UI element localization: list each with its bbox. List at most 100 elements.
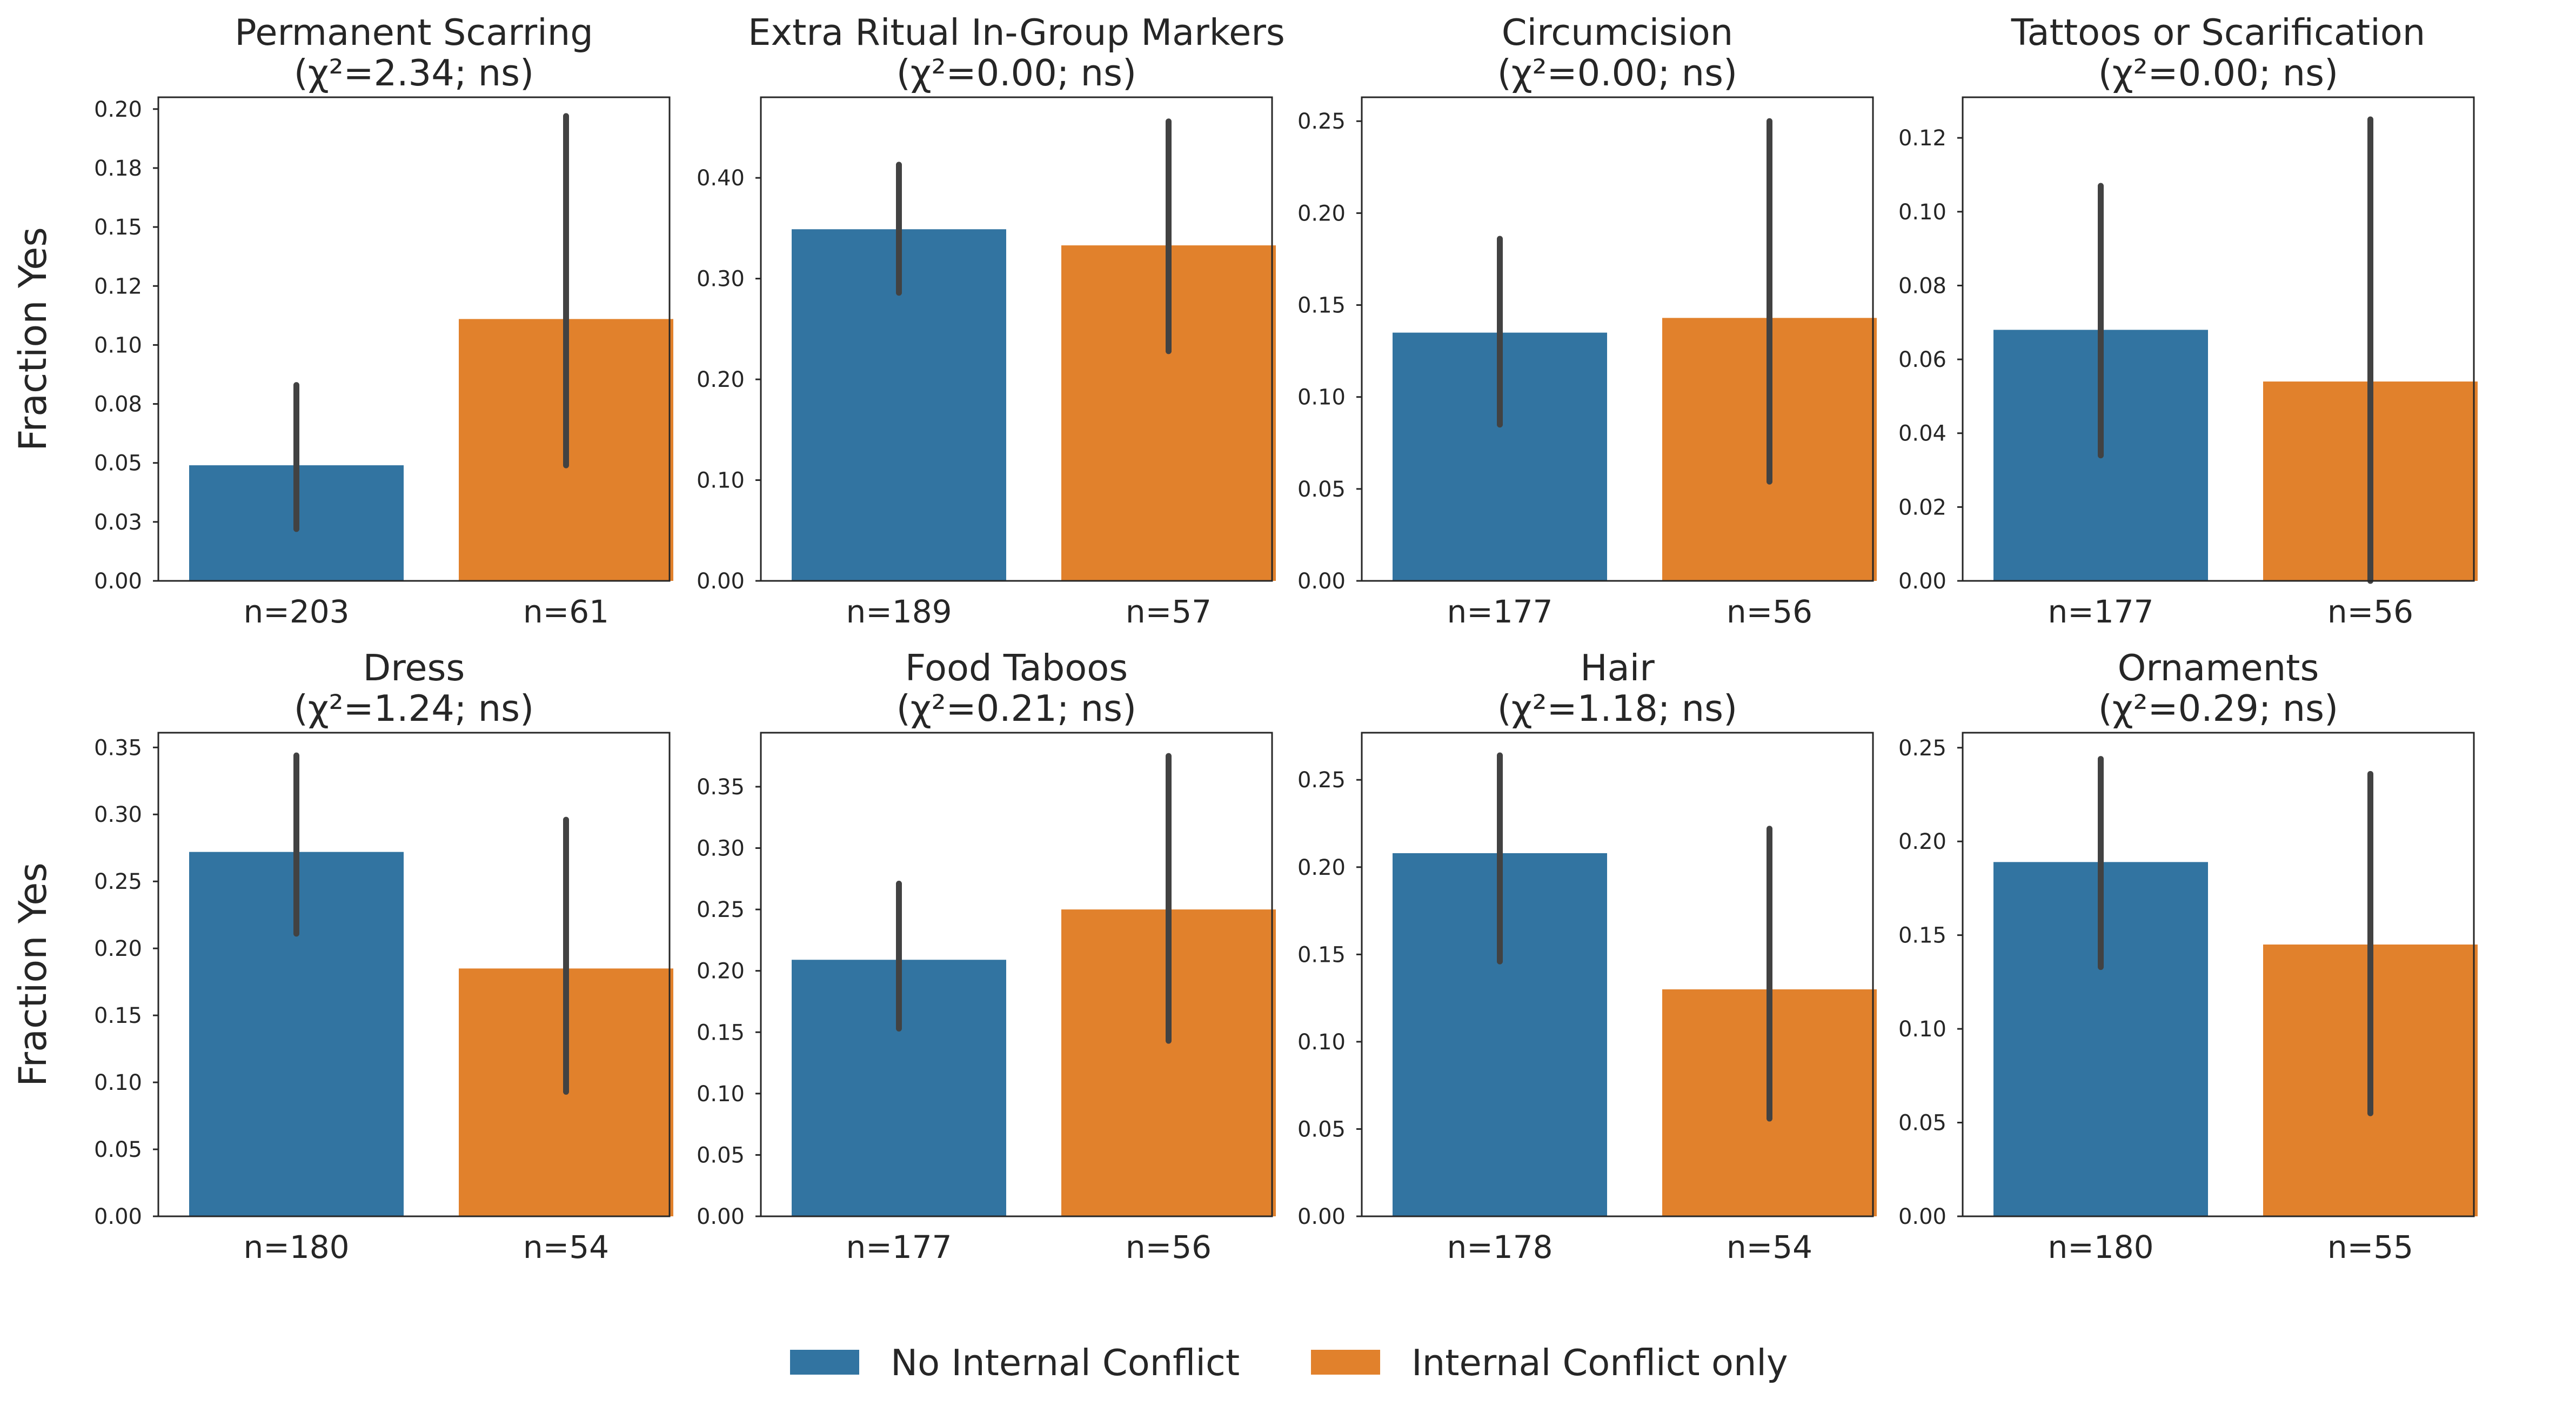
- x-tick-label: n=189: [846, 593, 952, 630]
- panel-dress: 0.00 0.05 0.10 0.15 0.20 0.25 0.30 0.35 n=180 n=5…: [11, 647, 673, 1265]
- legend-swatch-internal-conflict-only: [1311, 1350, 1380, 1375]
- y-tick-label: 0.20: [1297, 201, 1346, 226]
- x-tick-label: n=54: [523, 1229, 609, 1265]
- y-tick-label: 0.00: [1898, 569, 1946, 594]
- panel-ornaments: 0.00 0.05 0.10 0.15 0.20 0.25 n=180 n=55 Ornamen…: [1898, 647, 2478, 1265]
- y-tick-label: 0.05: [697, 1143, 745, 1168]
- y-tick-label: 0.05: [1297, 477, 1346, 502]
- y-tick-label: 0.20: [697, 367, 745, 392]
- y-tick-label: 0.10: [94, 333, 142, 358]
- x-tick-label: n=56: [1126, 1229, 1212, 1265]
- y-tick-label: 0.05: [1297, 1117, 1346, 1142]
- x-tick-label: n=180: [2048, 1229, 2153, 1265]
- panel-title: Permanent Scarring: [235, 11, 593, 53]
- y-tick-label: 0.25: [94, 869, 142, 894]
- y-tick-label: 0.00: [94, 1204, 142, 1229]
- panel-title: Ornaments: [2118, 647, 2319, 689]
- y-tick-label: 0.10: [1898, 200, 1946, 225]
- plot-frame: [1962, 96, 2475, 582]
- x-tick-label: n=177: [2048, 593, 2153, 630]
- x-tick-label: n=203: [243, 593, 349, 630]
- plot-frame: [157, 96, 671, 582]
- x-tick-label: n=56: [2327, 593, 2413, 630]
- x-tick-label: n=55: [2327, 1229, 2413, 1265]
- y-tick-label: 0.05: [94, 1137, 142, 1162]
- y-tick-label: 0.10: [697, 1082, 745, 1107]
- panel-title: Extra Ritual In-Group Markers: [748, 11, 1285, 53]
- y-tick-label: 0.15: [697, 1020, 745, 1045]
- y-tick-label: 0.30: [94, 802, 142, 827]
- y-tick-label: 0.20: [1297, 855, 1346, 880]
- y-tick-label: 0.30: [697, 267, 745, 292]
- panel-title: Dress: [363, 647, 465, 689]
- y-tick-label: 0.00: [1898, 1204, 1946, 1229]
- x-tick-label: n=61: [523, 593, 609, 630]
- y-tick-label: 0.25: [1297, 109, 1346, 134]
- y-tick-label: 0.00: [1297, 1204, 1346, 1229]
- legend-swatch-no-internal-conflict: [790, 1350, 859, 1375]
- panel-title: Hair: [1580, 647, 1655, 689]
- plot-frame: [760, 732, 1273, 1217]
- y-tick-label: 0.30: [697, 836, 745, 861]
- y-tick-label: 0.12: [94, 274, 142, 299]
- panel-circumcision: 0.00 0.05 0.10 0.15 0.20 0.25 n=177 n=56 Circumc…: [1297, 11, 1877, 630]
- panel-extra-ritual-in-group-markers: 0.00 0.10 0.20 0.30 0.40 n=189 n=57 Extra Ritua…: [697, 11, 1285, 630]
- y-tick-label: 0.00: [697, 569, 745, 594]
- y-tick-label: 0.10: [1297, 385, 1346, 410]
- y-tick-label: 0.10: [697, 468, 745, 493]
- panel-title: Food Taboos: [905, 647, 1128, 689]
- y-axis-label: Fraction Yes: [11, 862, 55, 1087]
- y-tick-label: 0.12: [1898, 126, 1946, 151]
- legend-label-no-internal-conflict: No Internal Conflict: [891, 1342, 1240, 1384]
- y-tick-label: 0.15: [1898, 923, 1946, 948]
- plot-frame: [157, 732, 671, 1217]
- y-tick-label: 0.00: [94, 569, 142, 594]
- x-tick-label: n=56: [1727, 593, 1812, 630]
- x-tick-label: n=177: [846, 1229, 952, 1265]
- x-tick-label: n=180: [243, 1229, 349, 1265]
- y-tick-label: 0.15: [1297, 293, 1346, 318]
- y-tick-label: 0.20: [697, 959, 745, 984]
- y-tick-label: 0.03: [94, 510, 142, 535]
- panel-title: Circumcision: [1502, 11, 1733, 53]
- x-tick-label: n=177: [1447, 593, 1553, 630]
- y-tick-label: 0.15: [94, 1003, 142, 1028]
- y-tick-label: 0.15: [1297, 942, 1346, 967]
- y-tick-label: 0.05: [94, 451, 142, 476]
- panel-subtitle: (χ²=1.24; ns): [294, 687, 534, 729]
- panel-hair: 0.00 0.05 0.10 0.15 0.20 0.25 n=178 n=54 Hair(χ²…: [1297, 647, 1877, 1265]
- panel-subtitle: (χ²=0.21; ns): [896, 687, 1136, 729]
- panel-subtitle: (χ²=1.18; ns): [1497, 687, 1737, 729]
- y-tick-label: 0.10: [94, 1070, 142, 1095]
- plot-frame: [1962, 732, 2475, 1217]
- y-tick-label: 0.25: [1898, 736, 1946, 761]
- x-tick-label: n=54: [1727, 1229, 1812, 1265]
- panel-food-taboos: 0.00 0.05 0.10 0.15 0.20 0.25 0.30 0.35 n=177 n=5…: [697, 647, 1276, 1265]
- y-tick-label: 0.20: [94, 936, 142, 961]
- legend: No Internal Conflict Internal Conflict o…: [790, 1342, 1788, 1384]
- y-tick-label: 0.06: [1898, 347, 1946, 372]
- y-axis-label: Fraction Yes: [11, 227, 55, 451]
- x-tick-label: n=57: [1126, 593, 1212, 630]
- y-tick-label: 0.08: [1898, 273, 1946, 298]
- y-tick-label: 0.15: [94, 215, 142, 240]
- y-tick-label: 0.00: [697, 1204, 745, 1229]
- panel-permanent-scarring: 0.00 0.03 0.05 0.08 0.10 0.12 0.15 0.18 0.20 n=20…: [11, 11, 673, 630]
- y-tick-label: 0.10: [1898, 1017, 1946, 1042]
- y-tick-label: 0.25: [1297, 768, 1346, 793]
- panel-tattoos-or-scarification: 0.00 0.02 0.04 0.06 0.08 0.10 0.12 n=177 n=56 Tat…: [1898, 11, 2478, 630]
- panel-subtitle: (χ²=0.00; ns): [896, 52, 1136, 94]
- y-tick-label: 0.20: [94, 97, 142, 122]
- panel-title: Tattoos or Scarification: [2011, 11, 2425, 53]
- y-tick-label: 0.02: [1898, 495, 1946, 520]
- plot-frame: [1361, 96, 1874, 582]
- panel-subtitle: (χ²=2.34; ns): [294, 52, 534, 94]
- y-tick-label: 0.35: [94, 735, 142, 760]
- y-tick-label: 0.05: [1898, 1111, 1946, 1136]
- y-tick-label: 0.20: [1898, 829, 1946, 854]
- panel-subtitle: (χ²=0.00; ns): [2098, 52, 2338, 94]
- y-tick-label: 0.10: [1297, 1030, 1346, 1055]
- y-tick-label: 0.08: [94, 392, 142, 417]
- y-tick-label: 0.25: [697, 898, 745, 922]
- y-tick-label: 0.00: [1297, 569, 1346, 594]
